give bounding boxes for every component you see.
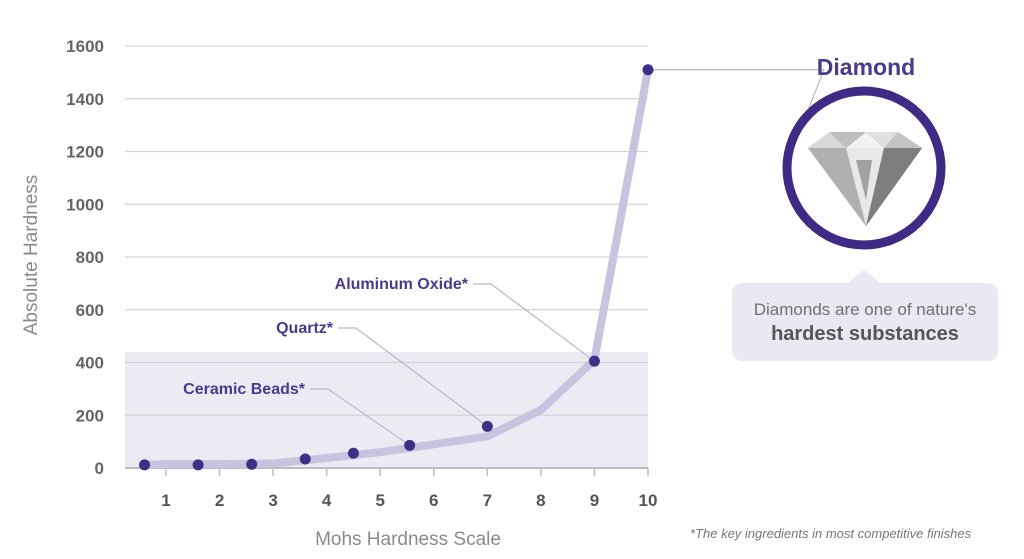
- diamond-caption-line1: Diamonds are one of nature's: [753, 300, 977, 319]
- y-tick-label: 400: [76, 354, 104, 373]
- data-point: [139, 459, 151, 471]
- data-point: [299, 453, 311, 465]
- x-tick-label: 6: [429, 491, 438, 510]
- footnote: *The key ingredients in most competitive…: [690, 526, 972, 541]
- y-tick-label: 800: [76, 248, 104, 267]
- bubble-pointer: [848, 270, 880, 283]
- diamond-callout: Diamond: [782, 54, 946, 283]
- annotation-leader-line: [473, 283, 595, 362]
- x-tick-label: 2: [215, 491, 224, 510]
- x-tick-label: 7: [483, 491, 492, 510]
- x-tick-label: 1: [161, 491, 170, 510]
- x-tick-label: 4: [322, 491, 332, 510]
- y-tick-label: 1400: [66, 90, 104, 109]
- x-axis-title: Mohs Hardness Scale: [315, 529, 501, 550]
- data-point: [246, 458, 258, 470]
- data-point: [642, 64, 654, 76]
- y-tick-label: 600: [76, 301, 104, 320]
- y-tick-label: 0: [95, 459, 104, 478]
- annotation-leader-line: [310, 388, 411, 446]
- data-point: [481, 420, 493, 432]
- y-tick-label: 200: [76, 406, 104, 425]
- y-tick-label: 1200: [66, 143, 104, 162]
- annotation-label: Ceramic Beads*: [183, 381, 306, 398]
- x-tick-label: 10: [639, 491, 658, 510]
- x-tick-label: 8: [536, 491, 545, 510]
- x-tick-label: 9: [590, 491, 599, 510]
- y-tick-label: 1000: [66, 195, 104, 214]
- diamond-caption-bubble: Diamonds are one of nature's hardest sub…: [732, 283, 998, 361]
- data-point: [192, 459, 204, 471]
- annotation-label: Aluminum Oxide*: [335, 276, 469, 293]
- y-tick-label: 1600: [66, 37, 104, 56]
- data-point: [588, 355, 600, 367]
- diamond-caption-line2: hardest substances: [771, 323, 959, 345]
- x-tick-label: 5: [375, 491, 384, 510]
- data-point: [404, 439, 416, 451]
- diamond-title: Diamond: [817, 54, 915, 80]
- annotation-label: Quartz*: [276, 320, 334, 337]
- y-axis-title: Absolute Hardness: [21, 175, 42, 336]
- diamond-leader-line: [648, 69, 825, 111]
- data-point: [347, 447, 359, 459]
- x-tick-label: 3: [268, 491, 277, 510]
- diamond-icon: [808, 132, 922, 226]
- annotation-leader-line: [338, 327, 488, 427]
